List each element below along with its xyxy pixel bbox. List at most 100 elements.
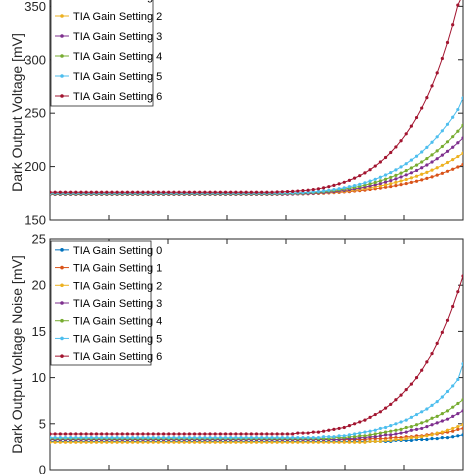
- data-point: [161, 432, 166, 436]
- data-point: [389, 438, 393, 443]
- data-point: [311, 187, 315, 192]
- data-point: [260, 432, 264, 436]
- data-point: [389, 182, 393, 186]
- data-point: [383, 183, 388, 187]
- data-point: [414, 154, 419, 158]
- data-point: [394, 180, 398, 184]
- data-point: [389, 424, 393, 428]
- data-point: [363, 418, 367, 422]
- data-point: [352, 176, 357, 180]
- data-point: [223, 440, 228, 444]
- data-point: [425, 156, 429, 161]
- data-point: [53, 436, 57, 440]
- legend-1: TIA Gain Setting 0 TIA Gain Setting 1 TIA …: [50, 240, 162, 366]
- legend-label: TIA Gain Setting 4: [73, 51, 162, 63]
- data-point: [291, 436, 295, 440]
- data-point: [192, 432, 197, 436]
- data-point: [394, 177, 398, 181]
- data-point: [192, 190, 197, 194]
- data-point: [440, 412, 444, 416]
- data-point: [306, 188, 310, 192]
- data-point: [337, 426, 341, 431]
- data-point: [280, 432, 284, 436]
- data-point: [383, 180, 388, 184]
- data-point: [389, 184, 393, 189]
- data-point: [125, 440, 130, 444]
- data-point: [234, 190, 238, 194]
- data-point: [208, 432, 212, 436]
- data-point: [358, 182, 362, 186]
- data-point: [136, 440, 140, 444]
- legend-label: TIA Gain Setting 1: [73, 263, 162, 275]
- data-point: [316, 436, 321, 440]
- data-point: [430, 416, 434, 420]
- data-point: [275, 436, 279, 440]
- data-point: [100, 432, 104, 436]
- data-point: [430, 403, 434, 407]
- data-point: [409, 415, 413, 419]
- data-point: [378, 436, 382, 441]
- y-tick-label: 5: [39, 416, 46, 431]
- data-point: [409, 438, 413, 443]
- data-point: [311, 440, 315, 444]
- data-point: [430, 423, 434, 427]
- data-point: [177, 436, 181, 440]
- data-point: [239, 440, 243, 444]
- data-point: [456, 424, 460, 429]
- data-point: [409, 428, 413, 432]
- data-point: [456, 154, 460, 159]
- data-point: [404, 425, 408, 430]
- data-point: [161, 436, 166, 440]
- data-point: [291, 189, 295, 193]
- data-point: [234, 436, 238, 440]
- data-point: [435, 431, 439, 435]
- data-point: [445, 160, 450, 165]
- data-point: [389, 436, 393, 440]
- data-point: [461, 151, 463, 155]
- data-point: [223, 432, 228, 436]
- data-point: [358, 420, 362, 424]
- data-point: [125, 432, 130, 436]
- data-point: [141, 436, 145, 440]
- axes-box-1: [49, 238, 464, 471]
- data-point: [435, 436, 439, 441]
- data-point: [94, 440, 99, 444]
- data-point: [363, 181, 367, 185]
- data-point: [409, 176, 413, 180]
- data-point: [141, 440, 145, 444]
- data-point: [254, 436, 259, 440]
- data-point: [182, 436, 186, 440]
- data-point: [451, 405, 455, 409]
- data-point: [275, 190, 279, 194]
- data-point: [456, 129, 460, 133]
- data-point: [63, 432, 68, 436]
- data-point: [461, 426, 463, 431]
- data-point: [383, 425, 388, 430]
- data-point: [270, 440, 274, 444]
- data-point: [425, 163, 429, 167]
- data-point: [347, 178, 352, 182]
- data-point: [394, 184, 398, 188]
- data-point: [420, 421, 424, 425]
- data-point: [389, 402, 393, 406]
- data-point: [301, 440, 305, 444]
- data-point: [125, 190, 130, 194]
- data-point: [239, 436, 243, 440]
- data-point: [120, 190, 124, 194]
- y-tick-label: 200: [24, 159, 46, 174]
- data-point: [440, 163, 444, 167]
- data-point: [260, 440, 264, 444]
- data-point: [420, 368, 424, 372]
- data-point: [249, 432, 253, 436]
- data-point: [332, 183, 336, 187]
- data-point: [203, 436, 207, 440]
- data-point: [291, 432, 295, 436]
- data-point: [223, 436, 228, 440]
- data-point: [63, 190, 68, 194]
- legend-marker: [60, 301, 64, 305]
- data-point: [451, 426, 455, 431]
- data-point: [260, 190, 264, 194]
- data-point: [50, 432, 52, 436]
- data-point: [461, 423, 463, 427]
- y-tick-label: 350: [24, 0, 46, 14]
